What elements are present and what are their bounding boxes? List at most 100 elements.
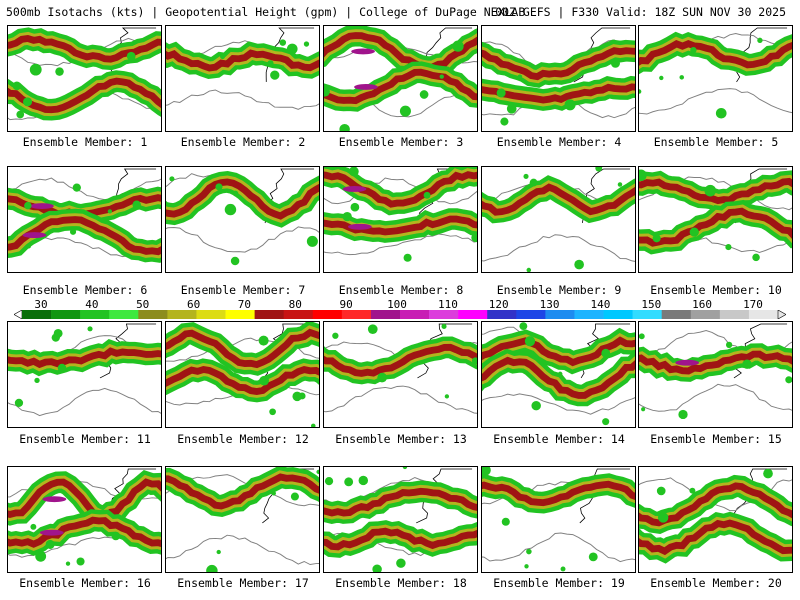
height-contour	[166, 89, 319, 110]
wind-blob	[396, 558, 406, 568]
wind-blob	[526, 267, 532, 272]
wind-blob	[111, 531, 121, 541]
colorbar-swatch	[254, 310, 284, 319]
wind-blob	[224, 203, 237, 216]
wind-blob	[517, 74, 523, 79]
colorbar-left-arrow	[14, 310, 23, 319]
jet-band	[8, 34, 161, 63]
jet-band	[639, 39, 792, 69]
wind-blob	[169, 176, 175, 182]
wind-blob	[471, 232, 477, 243]
ensemble-map	[323, 466, 478, 573]
wind-blob	[639, 169, 647, 182]
wind-blob	[617, 182, 623, 187]
colorbar-tick-label: 170	[743, 298, 763, 311]
jet-band	[166, 49, 319, 72]
colorbar-tick-label: 90	[339, 298, 353, 311]
member-label: Ensemble Member: 19	[493, 576, 625, 590]
member-label: Ensemble Member: 15	[650, 432, 782, 446]
wind-blob	[232, 190, 239, 197]
member-label: Ensemble Member: 5	[653, 135, 779, 149]
wind-blob	[601, 348, 611, 358]
height-contour	[639, 88, 792, 115]
wind-blob	[215, 183, 223, 191]
ensemble-map	[638, 166, 793, 273]
ensemble-map	[7, 25, 162, 132]
jet-band	[166, 178, 319, 220]
member-label: Ensemble Member: 7	[180, 283, 306, 297]
colorbar-tick-label: 110	[437, 298, 458, 311]
colorbar-labels: 30 40 50 60 70 80 90 100 110 120 130 140 150 160 170	[0, 298, 800, 311]
height-contour	[166, 534, 319, 566]
jet-band	[324, 487, 477, 517]
colorbar-tick-label: 40	[85, 298, 99, 311]
colorbar-swatch	[225, 310, 255, 319]
wind-blob	[271, 491, 276, 496]
wind-blob	[57, 363, 67, 373]
wind-blob	[348, 167, 359, 177]
ensemble-map	[481, 321, 636, 428]
wind-blob	[690, 47, 697, 54]
jet-max	[42, 496, 67, 503]
jet-band	[166, 365, 319, 395]
height-contour	[639, 383, 792, 412]
wind-blob	[350, 202, 360, 212]
wind-blob	[639, 89, 642, 94]
ensemble-map	[638, 321, 793, 428]
wind-blob	[332, 332, 339, 339]
member-label: Ensemble Member: 14	[493, 432, 625, 446]
wind-blob	[65, 561, 71, 566]
wind-blob	[560, 566, 566, 572]
wind-blob	[725, 244, 732, 251]
colorbar-swatch	[545, 310, 575, 319]
member-label: Ensemble Member: 17	[177, 576, 309, 590]
wind-blob	[12, 81, 22, 91]
wind-blob	[16, 110, 25, 119]
ensemble-map	[7, 466, 162, 573]
wind-blob	[523, 173, 529, 179]
jet-band	[324, 32, 477, 71]
wind-blob	[279, 39, 287, 46]
colorbar-tick-label: 50	[136, 298, 150, 311]
jet-max	[22, 232, 47, 239]
colorbar-tick-label: 30	[34, 298, 48, 311]
height-contour	[166, 226, 319, 253]
wind-blob	[763, 468, 773, 479]
colorbar-swatch	[167, 310, 197, 319]
wind-blob	[87, 326, 93, 332]
wind-blob	[641, 407, 646, 412]
colorbar-tick-label: 80	[288, 298, 302, 311]
wind-blob	[367, 324, 378, 334]
wind-blob	[76, 557, 85, 566]
member-label: Ensemble Member: 13	[335, 432, 467, 446]
wind-blob	[372, 564, 382, 572]
jet-band	[8, 516, 161, 548]
jet-band	[324, 527, 477, 551]
wind-blob	[292, 391, 302, 402]
ensemble-map	[481, 166, 636, 273]
ensemble-map	[638, 25, 793, 132]
wind-blob	[339, 124, 350, 131]
colorbar-swatch	[719, 310, 750, 319]
ensemble-map	[7, 166, 162, 273]
wind-blob	[595, 167, 603, 172]
wind-blob	[399, 105, 411, 117]
wind-blob	[29, 63, 42, 76]
wind-blob	[35, 550, 47, 562]
wind-blob	[742, 359, 752, 369]
wind-blob	[258, 335, 269, 346]
wind-blob	[306, 235, 318, 247]
ensemble-map	[638, 466, 793, 573]
ensemble-map	[323, 166, 478, 273]
wind-blob	[500, 117, 509, 126]
wind-blob	[230, 256, 240, 266]
ensemble-map	[323, 25, 478, 132]
wind-blob	[311, 423, 316, 427]
jet-band	[482, 356, 635, 399]
colorbar-tick-label: 140	[590, 298, 611, 311]
wind-blob	[726, 529, 731, 535]
colorbar-right-arrow	[777, 310, 786, 319]
wind-blob	[639, 333, 645, 340]
ensemble-map	[323, 321, 478, 428]
colorbar-swatch	[312, 310, 343, 319]
